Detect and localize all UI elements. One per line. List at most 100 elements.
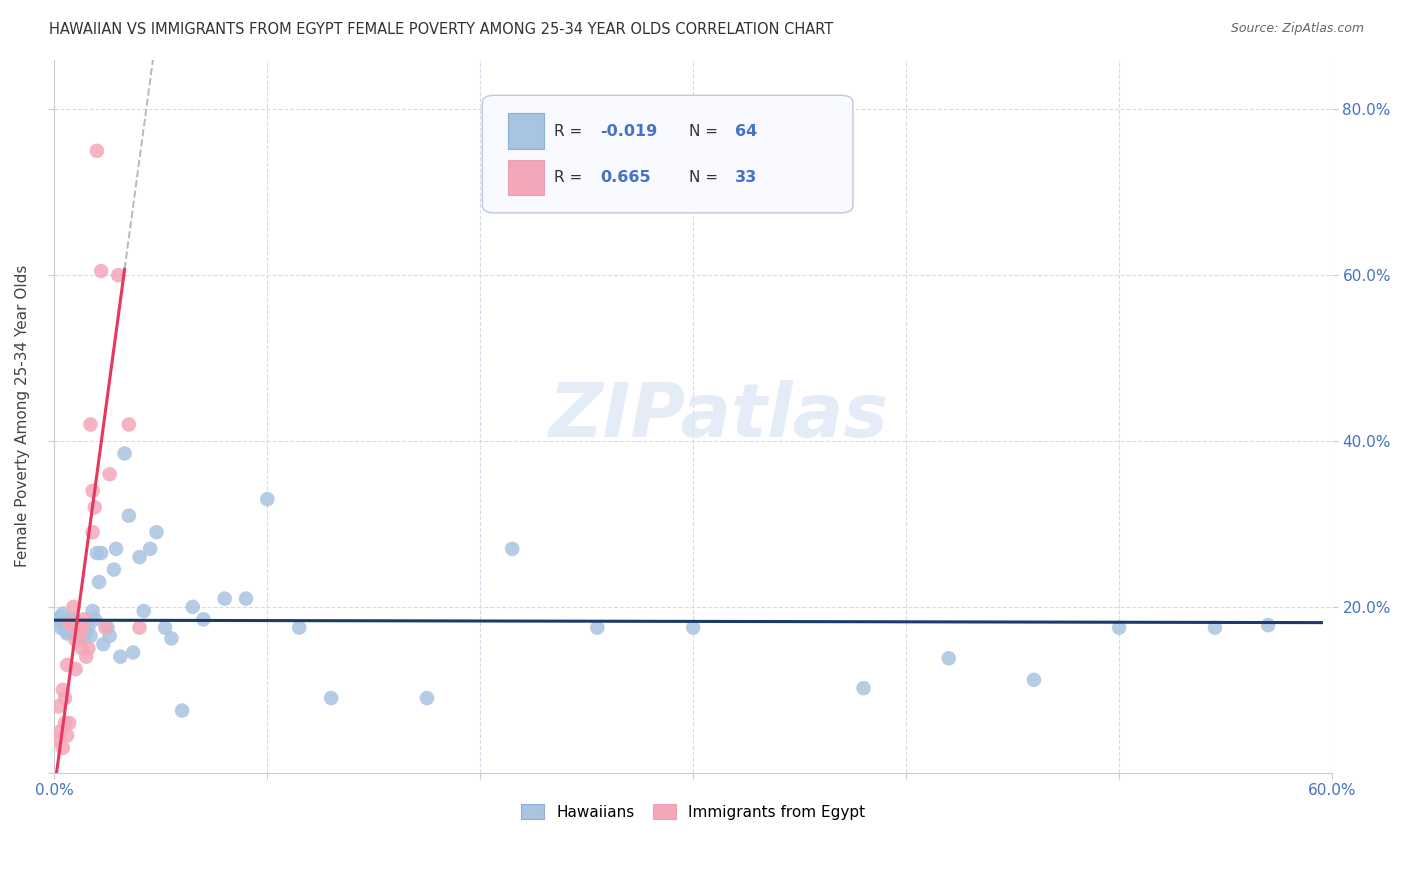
Text: HAWAIIAN VS IMMIGRANTS FROM EGYPT FEMALE POVERTY AMONG 25-34 YEAR OLDS CORRELATI: HAWAIIAN VS IMMIGRANTS FROM EGYPT FEMALE… bbox=[49, 22, 834, 37]
Point bbox=[938, 651, 960, 665]
Point bbox=[96, 621, 118, 635]
Point bbox=[235, 591, 257, 606]
FancyBboxPatch shape bbox=[508, 113, 544, 149]
Point bbox=[114, 446, 136, 460]
Point bbox=[79, 629, 101, 643]
Point bbox=[852, 681, 875, 695]
Point bbox=[66, 626, 89, 640]
Point bbox=[70, 641, 93, 656]
Point bbox=[56, 618, 79, 632]
Point bbox=[1108, 621, 1130, 635]
Point bbox=[586, 621, 609, 635]
Point bbox=[60, 618, 83, 632]
Point bbox=[45, 732, 67, 747]
Point bbox=[94, 621, 117, 635]
Text: N =: N = bbox=[689, 170, 723, 186]
Point bbox=[98, 467, 121, 482]
Point bbox=[501, 541, 523, 556]
Point bbox=[62, 599, 84, 614]
Point bbox=[53, 691, 76, 706]
Point bbox=[91, 637, 114, 651]
Text: N =: N = bbox=[689, 124, 723, 138]
Point bbox=[65, 624, 87, 639]
Point bbox=[86, 546, 108, 560]
Point bbox=[132, 604, 155, 618]
Point bbox=[160, 632, 183, 646]
Point bbox=[82, 525, 104, 540]
Point bbox=[77, 641, 100, 656]
Point bbox=[52, 618, 75, 632]
Point bbox=[193, 612, 215, 626]
Point bbox=[56, 728, 79, 742]
Point bbox=[48, 699, 70, 714]
Point bbox=[53, 716, 76, 731]
Point bbox=[49, 621, 72, 635]
Point bbox=[82, 604, 104, 618]
Point bbox=[58, 624, 80, 639]
Point bbox=[69, 631, 91, 645]
Point bbox=[118, 508, 141, 523]
Point bbox=[145, 525, 167, 540]
Text: -0.019: -0.019 bbox=[600, 124, 657, 138]
Point bbox=[49, 724, 72, 739]
Point bbox=[60, 612, 83, 626]
Point bbox=[110, 649, 132, 664]
Point bbox=[682, 621, 704, 635]
Point bbox=[82, 483, 104, 498]
Point bbox=[53, 616, 76, 631]
Text: ZIPatlas: ZIPatlas bbox=[548, 380, 889, 452]
Point bbox=[90, 264, 112, 278]
Point bbox=[83, 500, 105, 515]
Point bbox=[69, 629, 91, 643]
Point bbox=[65, 614, 87, 628]
Point bbox=[86, 144, 108, 158]
Text: 64: 64 bbox=[735, 124, 758, 138]
Point bbox=[153, 621, 176, 635]
Point bbox=[66, 621, 89, 635]
Point bbox=[73, 629, 96, 643]
Point bbox=[52, 682, 75, 697]
Point bbox=[48, 615, 70, 629]
Point bbox=[70, 618, 93, 632]
Point bbox=[58, 614, 80, 628]
Point bbox=[87, 574, 110, 589]
Point bbox=[65, 662, 87, 676]
Point bbox=[128, 621, 150, 635]
Point bbox=[58, 616, 80, 631]
Text: 0.665: 0.665 bbox=[600, 170, 651, 186]
Point bbox=[75, 649, 97, 664]
Point bbox=[73, 612, 96, 626]
Point bbox=[103, 563, 125, 577]
Point bbox=[69, 621, 91, 635]
Point bbox=[66, 618, 89, 632]
Point bbox=[56, 626, 79, 640]
Point bbox=[181, 599, 204, 614]
Point bbox=[83, 612, 105, 626]
Point bbox=[256, 492, 278, 507]
Point bbox=[79, 417, 101, 432]
Point bbox=[118, 417, 141, 432]
Point bbox=[75, 624, 97, 639]
Text: R =: R = bbox=[554, 170, 588, 186]
Point bbox=[70, 621, 93, 635]
Point bbox=[77, 621, 100, 635]
Point bbox=[128, 550, 150, 565]
Point bbox=[1022, 673, 1045, 687]
Point bbox=[52, 740, 75, 755]
Point bbox=[172, 704, 194, 718]
Text: R =: R = bbox=[554, 124, 588, 138]
FancyBboxPatch shape bbox=[508, 160, 544, 195]
Legend: Hawaiians, Immigrants from Egypt: Hawaiians, Immigrants from Egypt bbox=[515, 797, 872, 826]
Point bbox=[65, 633, 87, 648]
Point bbox=[98, 629, 121, 643]
Point bbox=[321, 691, 343, 706]
Point bbox=[416, 691, 439, 706]
Text: Source: ZipAtlas.com: Source: ZipAtlas.com bbox=[1230, 22, 1364, 36]
Point bbox=[122, 646, 145, 660]
FancyBboxPatch shape bbox=[482, 95, 853, 213]
Point bbox=[56, 657, 79, 672]
Y-axis label: Female Poverty Among 25-34 Year Olds: Female Poverty Among 25-34 Year Olds bbox=[15, 265, 30, 567]
Point bbox=[105, 541, 128, 556]
Point bbox=[107, 268, 129, 283]
Text: 33: 33 bbox=[735, 170, 758, 186]
